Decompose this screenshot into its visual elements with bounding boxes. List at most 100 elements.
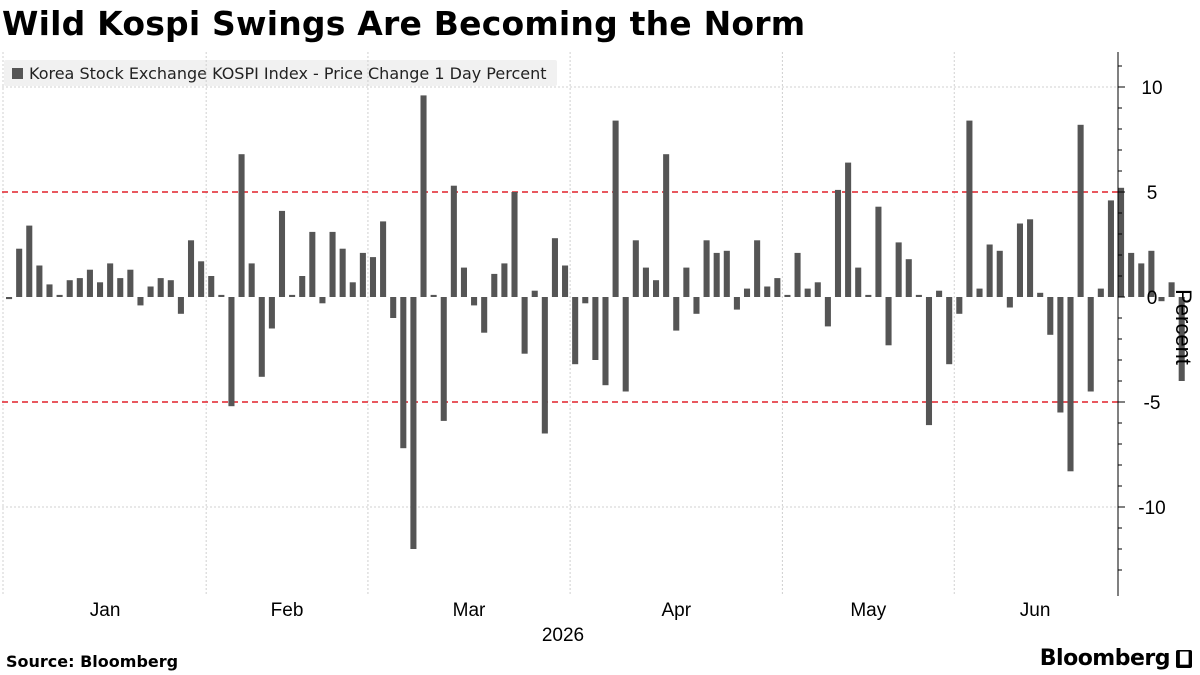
bar [966,120,973,297]
source-note: Source: Bloomberg [6,652,179,671]
x-tick-label: Feb [271,600,304,621]
bar [865,294,872,297]
bar [673,297,680,331]
y-tick-label: 0 [1147,288,1158,309]
bar [238,154,245,297]
bar [157,278,164,297]
bar [612,120,619,297]
bar [329,231,336,297]
brand-name: Bloomberg [1039,646,1171,671]
bar [996,250,1003,297]
bar [1077,124,1084,297]
bar [218,294,225,297]
bar [764,286,771,297]
bar [299,276,306,297]
bar [1027,219,1034,297]
bar [653,280,660,297]
bar [268,297,275,329]
bar [1006,297,1013,308]
bar [390,297,397,318]
bar [693,297,700,314]
bar [380,221,387,297]
brand-logo: Bloomberg █ [1040,646,1192,671]
bar [885,297,892,346]
bar [895,242,902,297]
bar [1168,282,1175,297]
bar [1148,250,1155,297]
bar [572,297,579,365]
bar [713,252,720,297]
bar [349,282,356,297]
bar [1016,223,1023,297]
bar [1047,297,1054,335]
x-tick-label: May [850,600,886,621]
chart-title: Wild Kospi Swings Are Becoming the Norm [2,4,806,43]
bar [208,276,215,297]
bar [410,297,417,549]
bar [1067,297,1074,472]
chart-legend: Korea Stock Exchange KOSPI Index - Price… [4,60,557,86]
bar [562,265,569,297]
bar [228,297,235,407]
bar [754,240,761,297]
bar [167,280,174,297]
bar [582,297,589,304]
x-tick-label: Apr [661,600,691,621]
bar-layer [6,95,1185,549]
bar [481,297,488,333]
terminal-icon: █ [1176,649,1192,668]
bar [248,263,255,297]
bar [915,294,922,297]
bar [814,282,821,297]
bar [369,257,377,297]
bar [309,231,316,297]
bar [46,284,53,297]
bar [602,297,609,386]
bar [824,297,831,327]
bar [289,294,296,297]
bar [420,95,427,298]
bar [127,269,134,297]
bar [6,297,13,300]
bar [723,250,730,297]
bar [56,294,63,297]
bar [551,238,558,297]
bar [1158,297,1165,302]
bar [511,192,518,297]
bar [1178,297,1185,381]
bar [875,206,882,297]
bar [743,288,751,297]
bar [541,297,548,434]
bar [1087,297,1094,392]
bar [845,162,852,297]
bar [1037,292,1044,297]
bar [26,225,33,297]
bar [936,290,943,297]
bar [450,185,457,297]
bar [16,248,23,297]
bar [440,297,447,421]
bar [1128,252,1135,297]
x-tick-label: Jan [90,600,121,621]
bar [107,263,114,297]
bar [137,297,144,306]
bar [683,267,690,297]
x-year-label: 2026 [542,625,584,646]
y-tick-label: -10 [1138,498,1165,519]
bar [1057,297,1064,413]
x-tick-label: Mar [453,600,486,621]
bar [703,240,710,297]
bar [86,269,93,297]
bar [905,259,912,297]
bar [986,244,993,297]
bar [521,297,528,354]
bar [147,286,154,297]
bar [784,294,791,297]
bar [632,240,639,297]
bar [663,154,670,297]
bar [855,267,862,297]
bar [187,240,195,297]
bar [946,297,953,365]
axis-layer: 10 5 0 -5 -10 Percent Jan Feb Mar Apr May Jun 2026 [90,52,1196,646]
bar [491,273,498,297]
